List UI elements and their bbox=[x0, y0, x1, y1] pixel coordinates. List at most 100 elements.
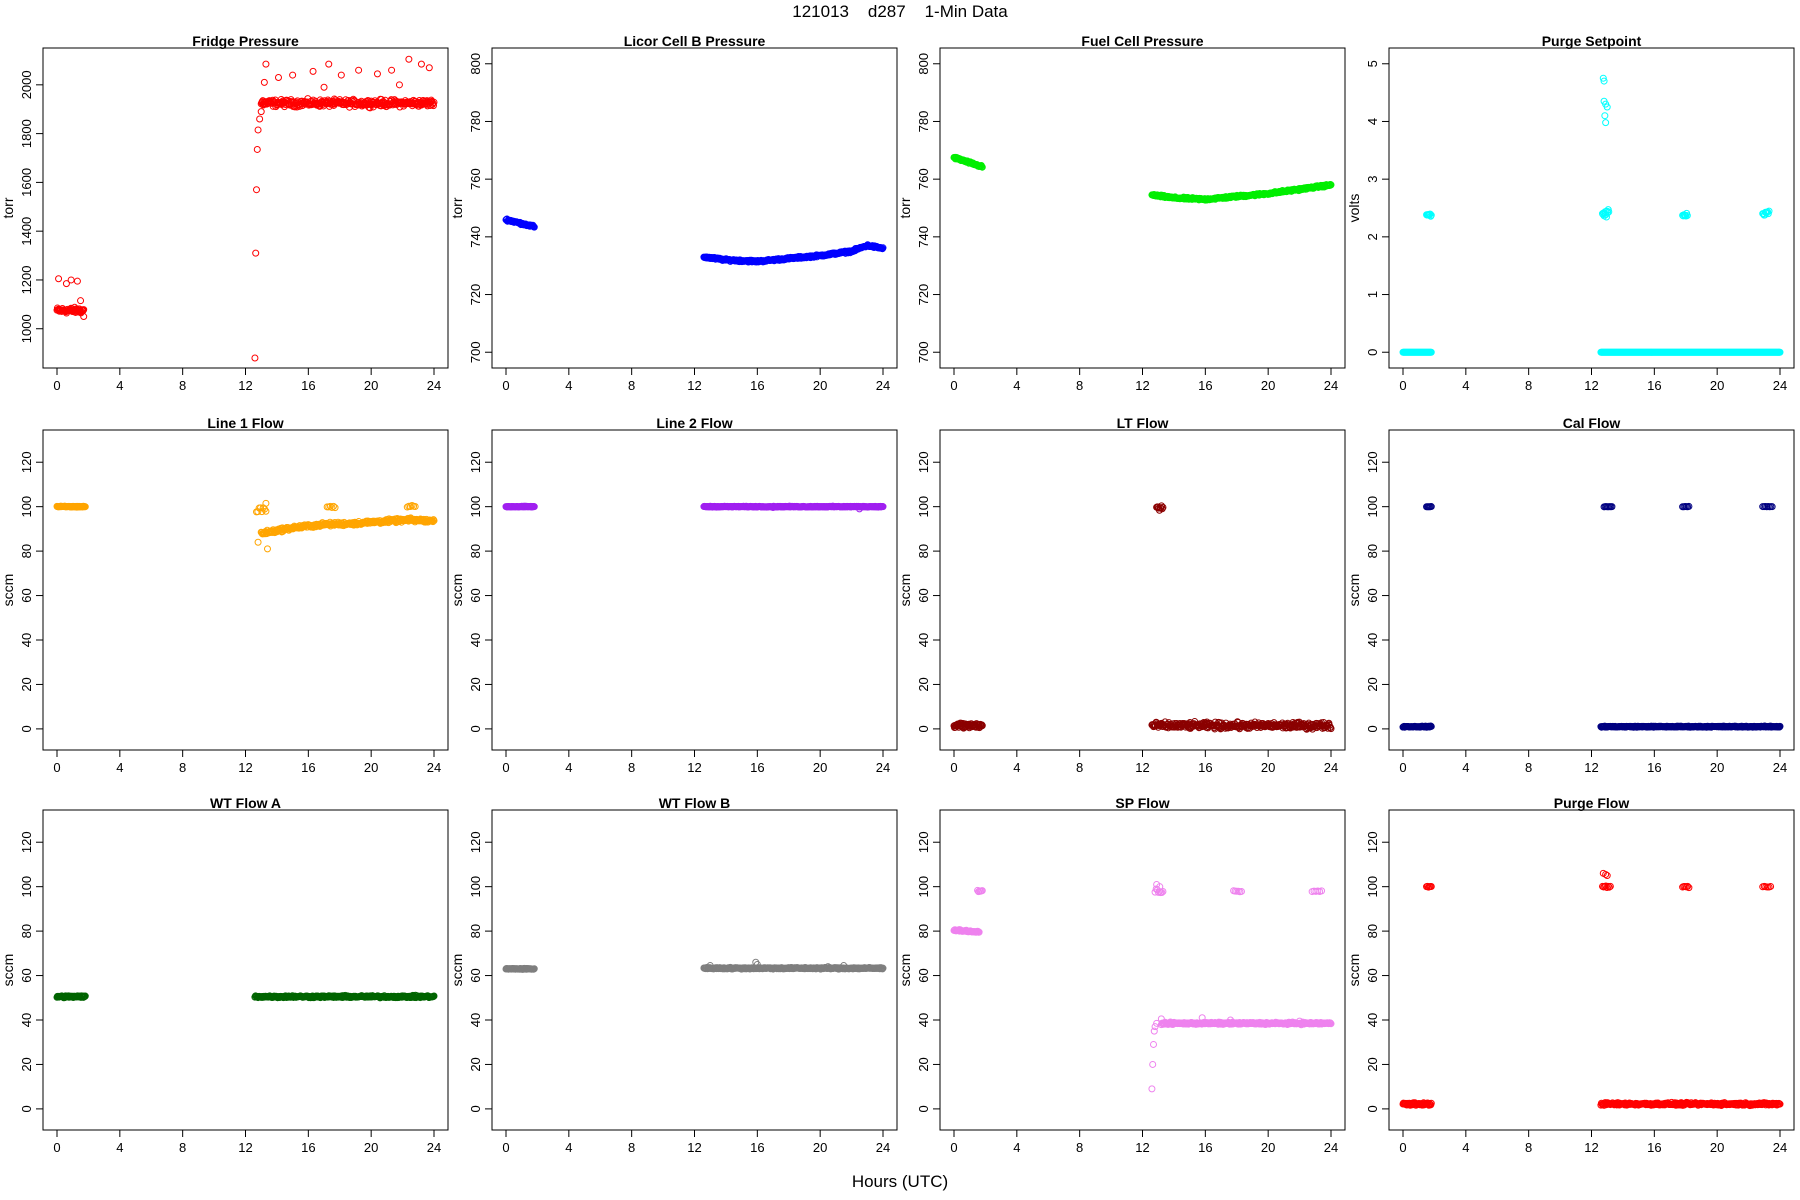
x-tick-label: 0 bbox=[950, 1140, 957, 1155]
x-tick-label: 4 bbox=[116, 1140, 123, 1155]
x-tick-label: 8 bbox=[628, 760, 635, 775]
y-tick-label: 3 bbox=[1365, 176, 1380, 183]
panel-title: Line 2 Flow bbox=[656, 415, 732, 431]
data-points bbox=[950, 153, 1335, 204]
x-tick-label: 0 bbox=[1399, 760, 1406, 775]
x-tick-label: 16 bbox=[1198, 760, 1212, 775]
x-tick-label: 16 bbox=[750, 1140, 764, 1155]
panel-title: Purge Setpoint bbox=[1542, 33, 1642, 49]
y-tick-label: 40 bbox=[19, 633, 34, 647]
x-tick-label: 0 bbox=[53, 1140, 60, 1155]
data-point bbox=[80, 313, 88, 321]
y-tick-label: 60 bbox=[916, 588, 931, 602]
plot-frame bbox=[42, 429, 449, 751]
x-tick-label: 12 bbox=[1584, 378, 1598, 393]
x-tick-label: 12 bbox=[687, 1140, 701, 1155]
y-tick-label: 40 bbox=[1365, 1013, 1380, 1027]
y-tick-label: 80 bbox=[916, 924, 931, 938]
data-point bbox=[309, 67, 317, 75]
data-points bbox=[502, 958, 887, 973]
data-point bbox=[1601, 112, 1609, 120]
x-tick-label: 20 bbox=[364, 378, 378, 393]
x-tick-label: 4 bbox=[1462, 1140, 1469, 1155]
plot-frame bbox=[42, 809, 449, 1131]
data-points bbox=[950, 880, 1335, 1093]
x-tick-label: 20 bbox=[1261, 1140, 1275, 1155]
data-point bbox=[253, 186, 260, 194]
x-tick-label: 4 bbox=[1013, 760, 1020, 775]
y-tick-label: 740 bbox=[916, 226, 931, 248]
x-tick-label: 12 bbox=[1135, 760, 1149, 775]
x-tick-label: 8 bbox=[179, 378, 186, 393]
plot-frame bbox=[1388, 809, 1795, 1131]
y-tick-label: 80 bbox=[1365, 924, 1380, 938]
y-tick-label: 40 bbox=[916, 1013, 931, 1027]
y-tick-label: 80 bbox=[468, 544, 483, 558]
y-axis-label: sccm bbox=[897, 954, 913, 987]
figure-title: 121013 d287 1-Min Data bbox=[792, 2, 1008, 21]
data-points bbox=[53, 55, 438, 362]
x-tick-label: 24 bbox=[876, 1140, 890, 1155]
y-axis-label: sccm bbox=[897, 574, 913, 607]
data-point bbox=[73, 277, 81, 285]
data-point bbox=[1602, 119, 1610, 127]
data-point bbox=[320, 83, 328, 91]
y-tick-label: 2 bbox=[1365, 233, 1380, 240]
x-tick-label: 12 bbox=[1584, 760, 1598, 775]
x-tick-label: 4 bbox=[565, 760, 572, 775]
x-tick-label: 16 bbox=[1647, 1140, 1661, 1155]
y-tick-label: 80 bbox=[19, 544, 34, 558]
y-tick-label: 0 bbox=[468, 1105, 483, 1112]
panel-title: Purge Flow bbox=[1554, 795, 1630, 811]
y-tick-label: 780 bbox=[468, 111, 483, 133]
y-tick-label: 0 bbox=[916, 725, 931, 732]
data-point bbox=[325, 60, 333, 68]
x-tick-label: 12 bbox=[687, 760, 701, 775]
y-tick-label: 120 bbox=[916, 451, 931, 473]
x-tick-label: 4 bbox=[1462, 760, 1469, 775]
x-tick-label: 20 bbox=[364, 760, 378, 775]
x-tick-label: 4 bbox=[1013, 378, 1020, 393]
x-tick-label: 20 bbox=[1710, 1140, 1724, 1155]
y-tick-label: 0 bbox=[1365, 725, 1380, 732]
y-tick-label: 40 bbox=[468, 633, 483, 647]
y-tick-label: 4 bbox=[1365, 118, 1380, 125]
data-point bbox=[425, 64, 433, 72]
data-points bbox=[1399, 502, 1784, 731]
data-point bbox=[978, 163, 986, 171]
plot-frame bbox=[42, 47, 449, 369]
y-tick-label: 60 bbox=[468, 588, 483, 602]
data-point bbox=[77, 297, 85, 305]
y-tick-label: 20 bbox=[916, 677, 931, 691]
y-axis-label: sccm bbox=[449, 574, 465, 607]
x-tick-label: 24 bbox=[876, 378, 890, 393]
x-tick-label: 0 bbox=[502, 378, 509, 393]
panel-title: WT Flow A bbox=[210, 795, 281, 811]
x-tick-label: 24 bbox=[427, 378, 441, 393]
y-tick-label: 720 bbox=[468, 284, 483, 306]
x-tick-label: 8 bbox=[628, 1140, 635, 1155]
data-point bbox=[80, 306, 88, 314]
data-point bbox=[254, 126, 262, 134]
data-point bbox=[256, 115, 264, 123]
data-points bbox=[950, 502, 1335, 733]
y-tick-label: 0 bbox=[916, 1105, 931, 1112]
data-point bbox=[262, 499, 270, 507]
x-tick-label: 24 bbox=[1324, 378, 1338, 393]
y-axis-label: sccm bbox=[1346, 954, 1362, 987]
x-tick-label: 20 bbox=[1710, 378, 1724, 393]
data-point bbox=[1148, 1085, 1156, 1093]
x-tick-label: 24 bbox=[1773, 378, 1787, 393]
x-tick-label: 20 bbox=[1261, 760, 1275, 775]
x-tick-label: 12 bbox=[238, 1140, 252, 1155]
x-tick-label: 16 bbox=[1198, 1140, 1212, 1155]
y-tick-label: 80 bbox=[19, 924, 34, 938]
y-axis-label: sccm bbox=[1346, 574, 1362, 607]
y-tick-label: 120 bbox=[468, 451, 483, 473]
data-point bbox=[530, 223, 538, 231]
y-tick-label: 1800 bbox=[19, 119, 34, 148]
